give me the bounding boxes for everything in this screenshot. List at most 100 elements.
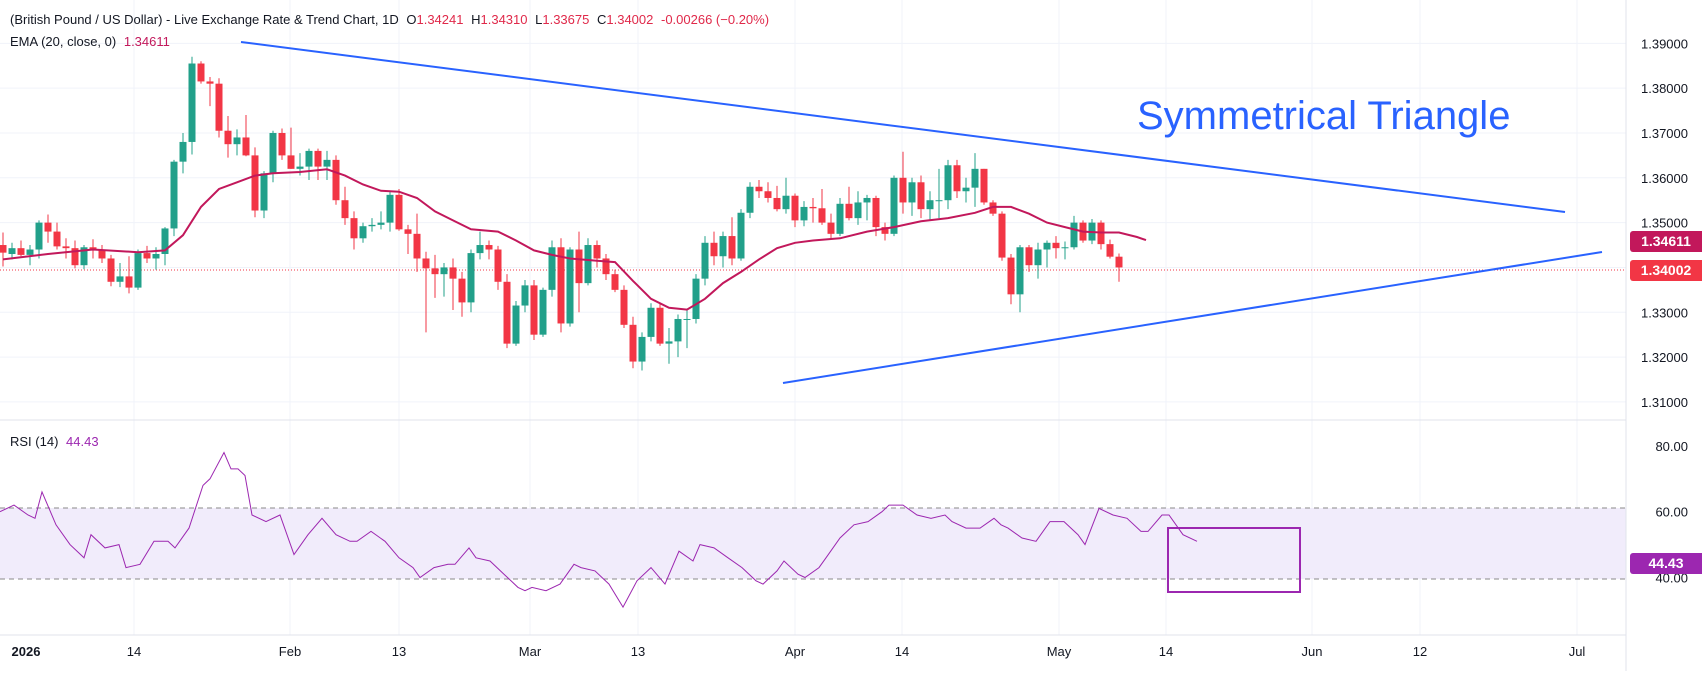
candle[interactable]	[557, 238, 565, 333]
candle[interactable]	[665, 327, 673, 364]
candle[interactable]	[611, 269, 619, 293]
candle[interactable]	[332, 155, 340, 205]
lower-trendline[interactable]	[782, 251, 1603, 384]
candle[interactable]	[737, 209, 745, 261]
candle[interactable]	[710, 231, 718, 266]
candle[interactable]	[188, 56, 196, 155]
candle[interactable]	[926, 191, 934, 221]
candle[interactable]	[233, 129, 241, 156]
candle[interactable]	[458, 271, 466, 317]
candle[interactable]	[971, 153, 979, 207]
candle[interactable]	[98, 245, 106, 263]
candle[interactable]	[719, 231, 727, 268]
candle[interactable]	[764, 182, 772, 203]
candle[interactable]	[287, 127, 295, 169]
candle[interactable]	[125, 256, 133, 294]
candle[interactable]	[890, 175, 898, 237]
candle[interactable]	[701, 236, 709, 286]
candle[interactable]	[17, 240, 25, 257]
candle[interactable]	[584, 238, 592, 286]
candle[interactable]	[899, 151, 907, 214]
candle[interactable]	[602, 253, 610, 280]
candle[interactable]	[80, 245, 88, 270]
candle[interactable]	[476, 231, 484, 260]
candle[interactable]	[1106, 239, 1114, 259]
candle[interactable]	[503, 274, 511, 349]
candle[interactable]	[944, 159, 952, 210]
candle[interactable]	[359, 222, 367, 243]
candle[interactable]	[107, 254, 115, 287]
candle[interactable]	[1025, 245, 1033, 272]
candle[interactable]	[215, 78, 223, 138]
candle[interactable]	[62, 238, 70, 259]
candle[interactable]	[755, 180, 763, 198]
candle[interactable]	[962, 177, 970, 203]
candle[interactable]	[845, 186, 853, 221]
upper-trendline[interactable]	[240, 41, 1566, 213]
candle[interactable]	[881, 222, 889, 241]
candle[interactable]	[773, 185, 781, 212]
candle[interactable]	[566, 247, 574, 327]
candle[interactable]	[368, 218, 376, 232]
candle[interactable]	[800, 201, 808, 227]
candle[interactable]	[917, 175, 925, 219]
candle[interactable]	[134, 249, 142, 290]
candle[interactable]	[431, 254, 439, 298]
candle[interactable]	[206, 76, 214, 107]
candle[interactable]	[638, 332, 646, 371]
candle[interactable]	[1043, 240, 1051, 268]
candle[interactable]	[386, 191, 394, 232]
candle[interactable]	[323, 150, 331, 181]
candle[interactable]	[953, 159, 961, 198]
candle[interactable]	[620, 285, 628, 328]
candle[interactable]	[71, 240, 79, 269]
candle[interactable]	[818, 189, 826, 225]
candle[interactable]	[809, 197, 817, 223]
candle[interactable]	[656, 303, 664, 346]
candle[interactable]	[485, 240, 493, 260]
candle[interactable]	[413, 213, 421, 272]
candle[interactable]	[341, 186, 349, 225]
candle[interactable]	[305, 148, 313, 181]
candle[interactable]	[1115, 253, 1123, 282]
candle[interactable]	[422, 251, 430, 333]
candle[interactable]	[314, 148, 322, 181]
candle[interactable]	[728, 217, 736, 266]
candle[interactable]	[53, 222, 61, 250]
candle[interactable]	[998, 211, 1006, 261]
candle[interactable]	[746, 182, 754, 219]
candle[interactable]	[377, 211, 385, 230]
candle[interactable]	[0, 232, 7, 267]
candle[interactable]	[512, 301, 520, 346]
candle[interactable]	[251, 147, 259, 218]
candle[interactable]	[854, 191, 862, 225]
candle[interactable]	[494, 245, 502, 290]
candle[interactable]	[197, 61, 205, 84]
candle[interactable]	[1016, 245, 1024, 313]
candle[interactable]	[1034, 242, 1042, 279]
candle[interactable]	[989, 200, 997, 216]
candle[interactable]	[170, 159, 178, 237]
candle[interactable]	[278, 128, 286, 160]
candle[interactable]	[908, 177, 916, 216]
candle[interactable]	[440, 262, 448, 297]
candle[interactable]	[143, 245, 151, 263]
ema-legend[interactable]: EMA (20, close, 0) 1.34611	[10, 34, 174, 49]
candle[interactable]	[35, 220, 43, 259]
candle[interactable]	[791, 193, 799, 228]
candle[interactable]	[404, 224, 412, 254]
candle[interactable]	[935, 168, 943, 219]
candle[interactable]	[521, 279, 529, 313]
candle[interactable]	[539, 287, 547, 337]
candle[interactable]	[395, 189, 403, 231]
candle[interactable]	[449, 258, 457, 311]
candle[interactable]	[8, 242, 16, 260]
candle[interactable]	[44, 214, 52, 243]
candle[interactable]	[1061, 241, 1069, 260]
candle[interactable]	[26, 245, 34, 266]
candle[interactable]	[836, 197, 844, 237]
rsi-legend[interactable]: RSI (14) 44.43	[10, 434, 103, 449]
candle[interactable]	[863, 194, 871, 221]
candle[interactable]	[224, 115, 232, 158]
candle[interactable]	[548, 240, 556, 297]
